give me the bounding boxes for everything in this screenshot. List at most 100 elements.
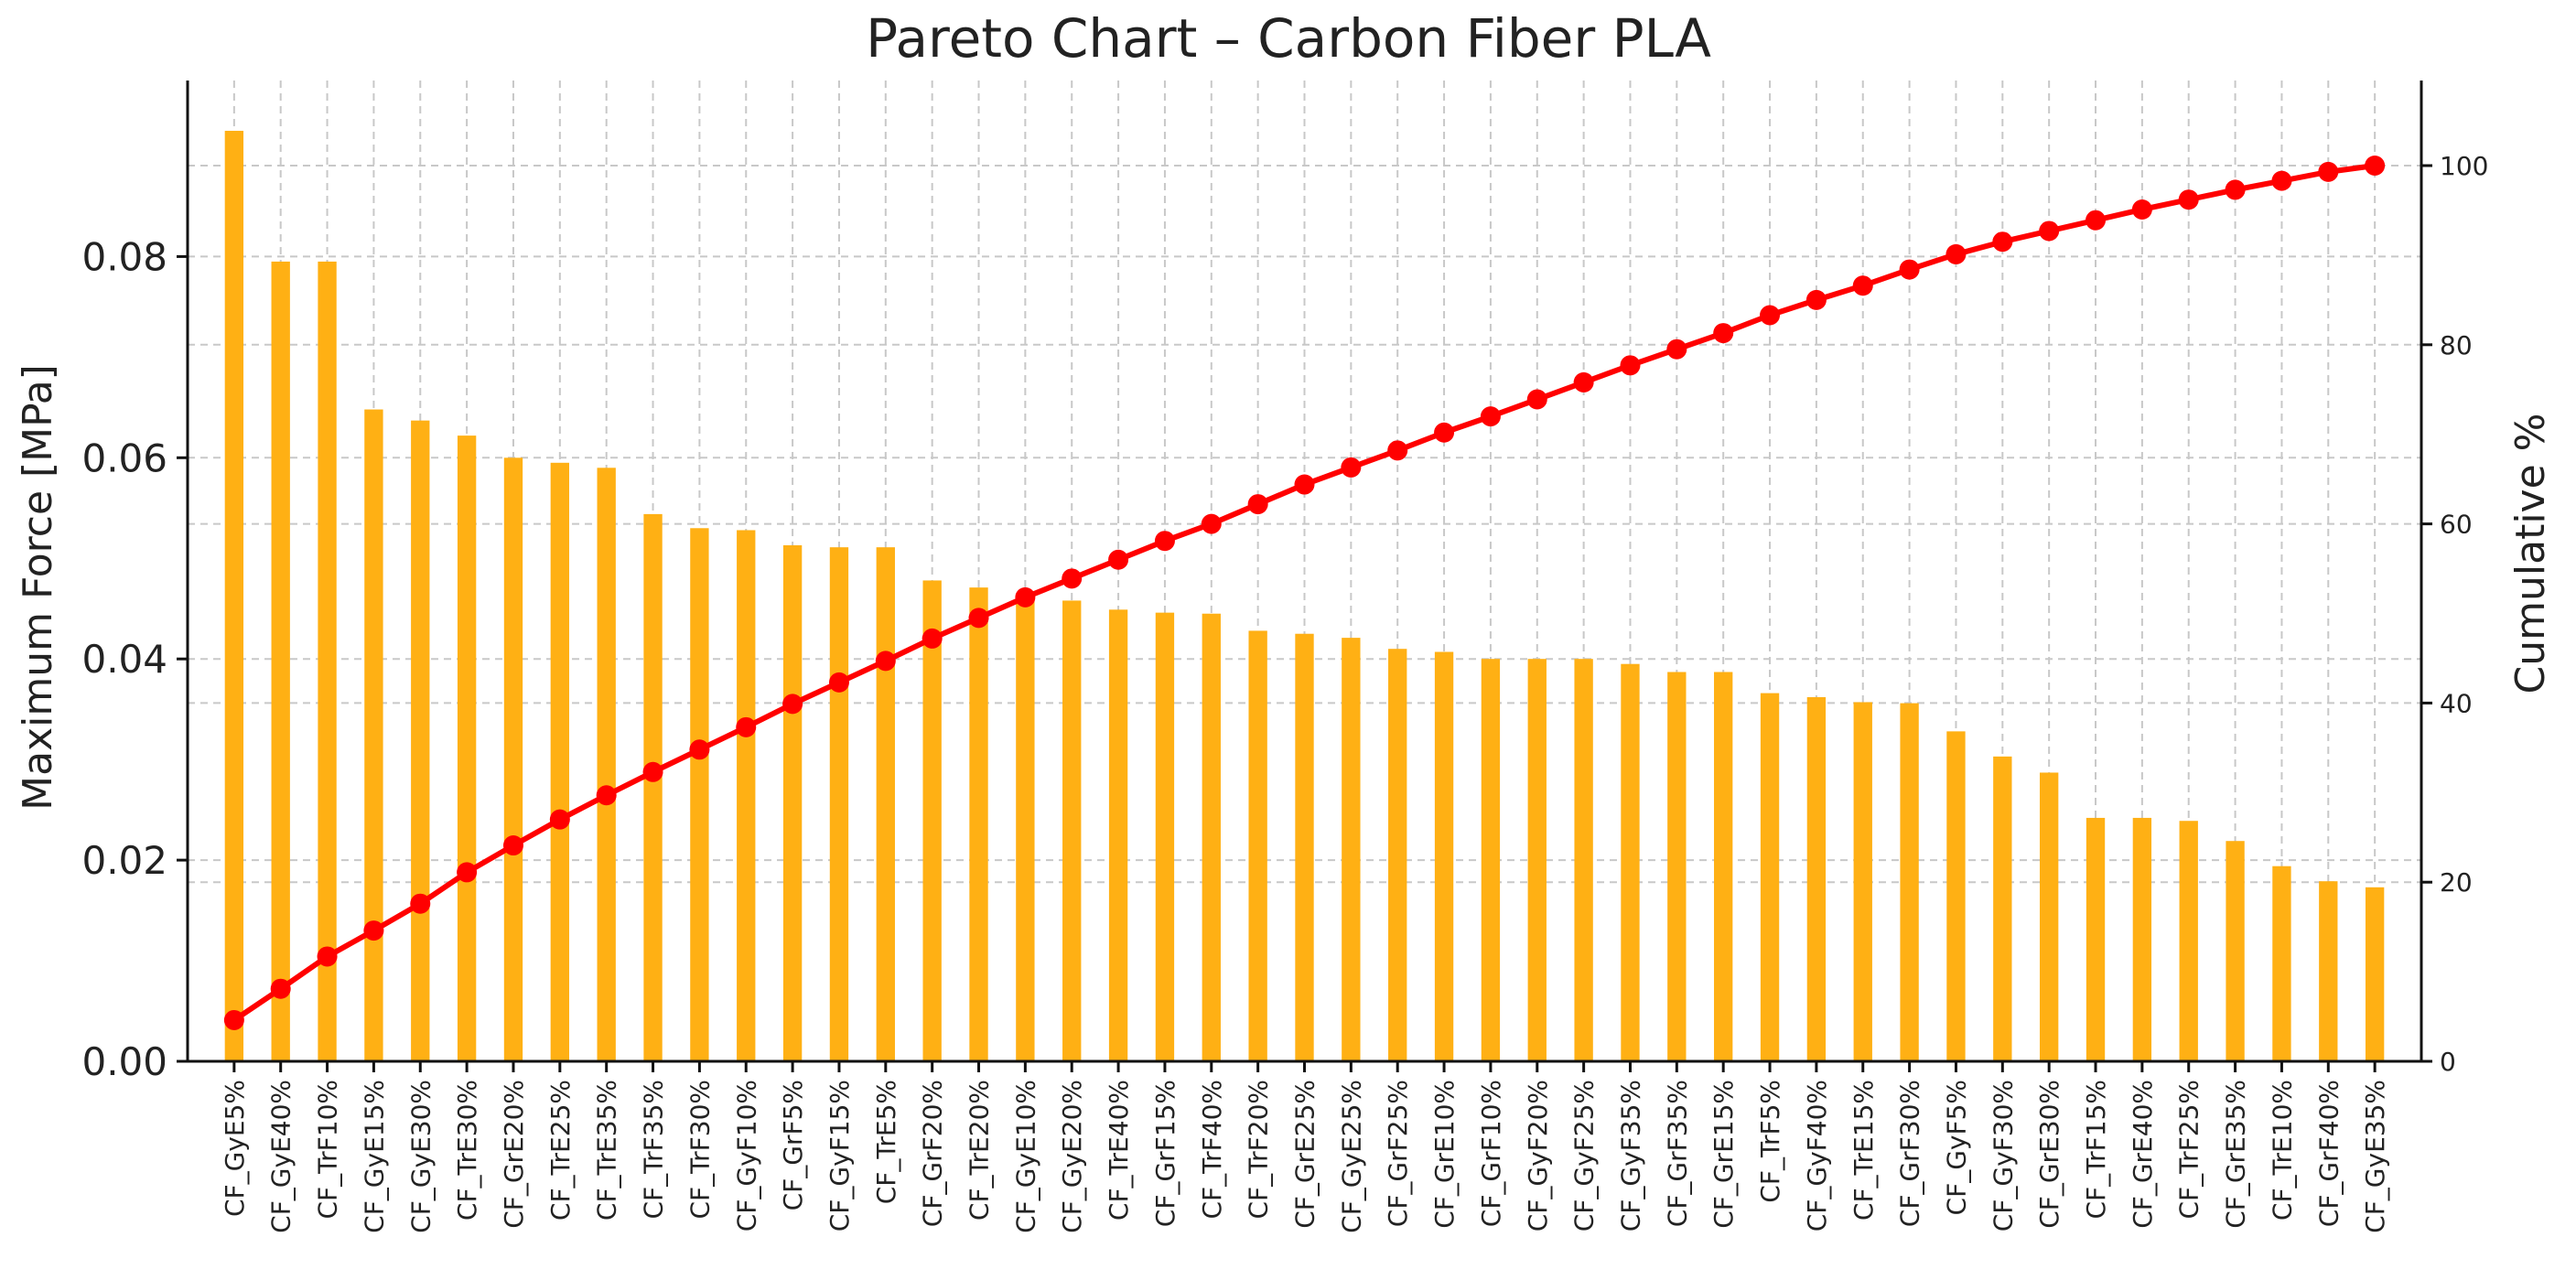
x-tick-label: CF_TrF15% <box>2081 1080 2111 1220</box>
y2-tick-label: 40 <box>2440 688 2473 718</box>
cumulative-point <box>922 628 943 649</box>
bar <box>1853 702 1872 1061</box>
y-tick-label: 0.08 <box>81 234 167 279</box>
bar <box>922 580 942 1061</box>
x-tick-label: CF_TrE40% <box>1104 1080 1134 1221</box>
bar <box>782 544 803 1061</box>
bar <box>411 420 430 1061</box>
bar <box>2086 817 2106 1061</box>
cumulative-point <box>502 835 523 856</box>
bar <box>318 261 337 1061</box>
bar <box>2226 841 2245 1061</box>
x-tick-label: CF_TrE25% <box>545 1080 576 1221</box>
bar <box>550 462 570 1061</box>
x-tick-label: CF_GyF30% <box>1988 1080 2018 1231</box>
x-tick-label: CF_GrE30% <box>2034 1080 2064 1229</box>
x-tick-label: CF_TrE35% <box>592 1080 622 1221</box>
x-tick-label: CF_TrE5% <box>871 1080 901 1204</box>
cumulative-point <box>2365 156 2386 177</box>
bar <box>597 468 616 1061</box>
y2-tick-label: 80 <box>2440 330 2473 360</box>
bar <box>1434 651 1454 1061</box>
x-tick-label: CF_GyE15% <box>359 1080 389 1233</box>
x-tick-label: CF_TrE20% <box>965 1080 995 1221</box>
x-tick-label: CF_GrF35% <box>1662 1080 1692 1227</box>
bar <box>643 513 663 1061</box>
x-tick-label: CF_GyF20% <box>1523 1080 1553 1231</box>
bar <box>1946 731 1966 1061</box>
cumulative-point <box>596 785 617 806</box>
cumulative-point <box>2271 170 2292 191</box>
bar <box>969 587 988 1061</box>
cumulative-point <box>1945 243 1967 264</box>
cumulative-point <box>1573 371 1594 393</box>
x-tick-label: CF_GyF5% <box>1941 1080 1971 1215</box>
cumulative-point <box>457 862 478 883</box>
bar <box>1342 638 1361 1061</box>
bar <box>1062 600 1082 1061</box>
bar <box>1714 672 1733 1061</box>
bar <box>829 547 849 1061</box>
bar <box>2272 866 2291 1061</box>
cumulative-point <box>1062 568 1083 589</box>
cumulative-point <box>875 651 896 672</box>
bar <box>2039 772 2059 1061</box>
y-tick-label: 0.04 <box>81 637 167 682</box>
x-tick-label: CF_GyE20% <box>1057 1080 1087 1233</box>
cumulative-point <box>223 1009 244 1030</box>
cumulative-point <box>1899 259 1920 280</box>
bar <box>1108 609 1128 1061</box>
y2-tick-label: 20 <box>2440 867 2473 898</box>
cumulative-point <box>1015 586 1036 608</box>
x-tick-label: CF_GyE25% <box>1336 1080 1366 1233</box>
axes <box>177 81 2432 1072</box>
bar <box>1202 613 1221 1061</box>
x-tick-label: CF_GyF40% <box>1802 1080 1832 1231</box>
cumulative-point <box>1154 531 1175 552</box>
y2-tick-label: 0 <box>2440 1047 2456 1077</box>
x-tick-label: CF_TrF35% <box>639 1080 669 1220</box>
bar <box>1667 672 1687 1061</box>
bar <box>1388 649 1407 1061</box>
bar <box>1621 663 1640 1061</box>
bar <box>1481 659 1501 1061</box>
bar <box>1760 693 1780 1061</box>
tick-labels: 0.00 0.02 0.04 0.06 0.08 0 20 40 60 80 100 CF_GyE5%… <box>81 151 2488 1233</box>
bar <box>1574 659 1593 1061</box>
cumulative-point <box>1341 457 1362 478</box>
x-tick-label: CF_GrF15% <box>1150 1080 1180 1227</box>
bar <box>1295 633 1314 1061</box>
cumulative-point <box>270 978 291 999</box>
x-tick-label: CF_TrE10% <box>2267 1080 2297 1221</box>
cumulative-point <box>1480 406 1501 427</box>
bar <box>876 547 895 1061</box>
cumulative-point <box>363 920 384 941</box>
bar <box>224 130 244 1061</box>
bar <box>364 409 383 1061</box>
x-tick-label: CF_GrF40% <box>2313 1080 2344 1227</box>
y-tick-label: 0.02 <box>81 838 167 883</box>
y2-tick-label: 100 <box>2440 151 2488 181</box>
y2-axis-label: Cumulative % <box>2507 414 2554 694</box>
x-tick-label: CF_TrF5% <box>1755 1080 1785 1203</box>
y-axis-label: Maximum Force [MPa] <box>15 364 61 811</box>
x-tick-label: CF_GyF15% <box>825 1080 855 1231</box>
cumulative-point <box>2086 210 2107 231</box>
x-tick-label: CF_GrF20% <box>918 1080 948 1227</box>
cumulative-point <box>1992 231 2013 253</box>
x-tick-label: CF_TrF10% <box>313 1080 343 1220</box>
bar <box>271 261 290 1061</box>
x-tick-label: CF_GrE20% <box>499 1080 529 1229</box>
cumulative-point <box>1852 275 1873 296</box>
cumulative-point <box>1201 513 1222 534</box>
cumulative-point <box>410 893 431 914</box>
bar <box>2132 817 2152 1061</box>
cumulative-point <box>736 716 757 737</box>
cumulative-point <box>1760 305 1781 326</box>
cumulative-point <box>968 608 989 629</box>
cumulative-point <box>2318 161 2339 182</box>
cumulative-point <box>782 694 803 715</box>
cumulative-point <box>2131 199 2152 220</box>
